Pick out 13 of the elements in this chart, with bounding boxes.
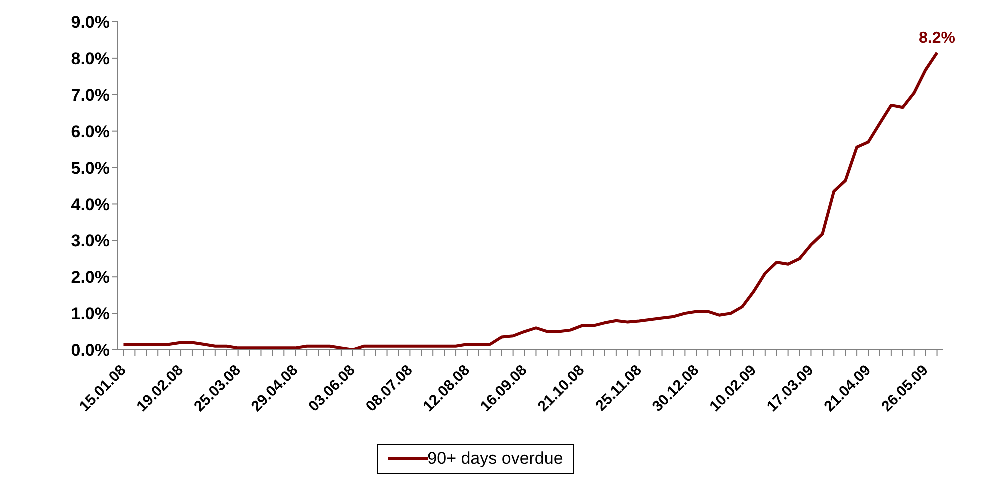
y-tick-label: 9.0% — [71, 13, 110, 32]
y-tick-label: 5.0% — [71, 158, 110, 178]
y-tick-label: 3.0% — [71, 232, 110, 251]
y-tick-label: 2.0% — [71, 268, 110, 288]
data-label: 8.2% — [919, 30, 956, 47]
y-tick-label: 8.0% — [71, 49, 110, 68]
y-tick-label: 6.0% — [71, 122, 110, 142]
y-tick-label: 4.0% — [71, 195, 110, 214]
y-tick-label: 0.0% — [71, 341, 110, 360]
y-tick-label: 7.0% — [71, 86, 110, 105]
line-series — [122, 51, 939, 350]
y-tick-label: 1.0% — [71, 304, 110, 324]
legend-label: 90+ days overdue — [428, 449, 564, 469]
